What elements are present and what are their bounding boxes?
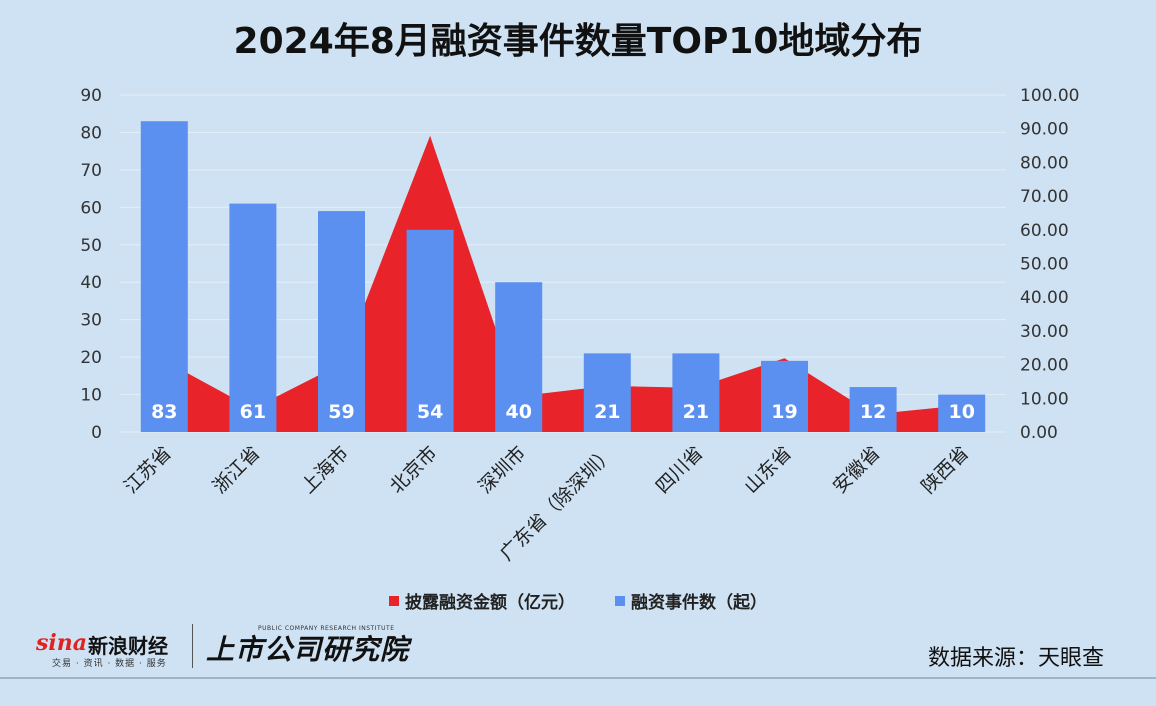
bar-浙江省[interactable] — [229, 203, 277, 432]
legend-label-amount: 披露融资金额（亿元） — [405, 593, 575, 613]
left-tick-label: 70 — [80, 161, 102, 181]
left-tick-label: 90 — [80, 86, 102, 106]
bar-四川省[interactable] — [672, 353, 720, 432]
legend-swatch-count — [615, 595, 625, 606]
bar-data-label: 54 — [417, 401, 443, 423]
legend: 披露融资金额（亿元） 融资事件数（起） — [0, 588, 1156, 613]
chart-title: 2024年8月融资事件数量TOP10地域分布 — [233, 21, 923, 62]
right-tick-label: 100.00 — [1020, 86, 1079, 106]
left-tick-label: 40 — [80, 273, 102, 293]
bar-layer — [140, 121, 986, 432]
bar-data-label: 19 — [771, 401, 797, 423]
bar-安徽省[interactable] — [849, 387, 897, 432]
left-tick-label: 10 — [80, 386, 102, 406]
x-tick-label: 北京市 — [386, 442, 442, 498]
x-tick-label: 安徽省 — [829, 442, 885, 498]
footer-divider — [0, 677, 1156, 679]
right-tick-label: 60.00 — [1020, 221, 1069, 241]
right-tick-label: 30.00 — [1020, 322, 1069, 342]
bar-江苏省[interactable] — [140, 121, 188, 432]
left-tick-label: 0 — [91, 423, 102, 443]
right-tick-label: 90.00 — [1020, 120, 1069, 140]
bar-data-label: 21 — [594, 401, 620, 423]
right-tick-label: 20.00 — [1020, 356, 1069, 376]
left-tick-label: 50 — [80, 236, 102, 256]
bar-广东省（除深圳）[interactable] — [583, 353, 631, 432]
left-tick-label: 20 — [80, 348, 102, 368]
x-tick-label: 山东省 — [740, 442, 796, 498]
x-tick-label: 四川省 — [652, 442, 708, 498]
x-tick-label: 上海市 — [297, 442, 353, 498]
right-tick-label: 80.00 — [1020, 153, 1069, 173]
bar-data-label: 59 — [328, 401, 354, 423]
bar-上海市[interactable] — [318, 211, 365, 432]
right-tick-label: 50.00 — [1020, 255, 1069, 275]
sina-logo-word: sina — [36, 630, 87, 656]
sina-finance-name: 新浪财经 — [88, 634, 168, 658]
left-tick-label: 30 — [80, 311, 102, 331]
area-series-amount — [164, 135, 962, 433]
logo-divider — [192, 624, 193, 668]
data-source: 数据来源：天眼查 — [927, 646, 1104, 671]
x-tick-label: 浙江省 — [209, 442, 265, 498]
bar-data-label: 83 — [151, 401, 177, 423]
bar-data-label: 40 — [505, 401, 531, 423]
x-tick-label: 江苏省 — [120, 442, 176, 498]
legend-item-count[interactable]: 融资事件数（起） — [615, 588, 767, 613]
legend-item-amount[interactable]: 披露融资金额（亿元） — [389, 588, 575, 613]
bar-北京市[interactable] — [406, 229, 454, 432]
x-tick-label: 陕西省 — [917, 442, 973, 498]
right-tick-label: 10.00 — [1020, 389, 1069, 409]
left-axis: 0 10 20 30 40 50 60 70 80 90 — [80, 86, 102, 443]
bar-深圳市[interactable] — [495, 282, 543, 432]
right-tick-label: 40.00 — [1020, 288, 1069, 308]
right-tick-label: 0.00 — [1020, 423, 1058, 443]
sina-finance-tagline: 交易 · 资讯 · 数据 · 服务 — [52, 659, 167, 669]
left-tick-label: 60 — [80, 198, 102, 218]
bar-山东省[interactable] — [761, 360, 808, 432]
institute-english-name: PUBLIC COMPANY RESEARCH INSTITUTE — [258, 625, 395, 632]
x-tick-label: 深圳市 — [474, 442, 530, 498]
area-layer — [164, 135, 962, 433]
institute-logo: 上市公司研究院 — [206, 633, 410, 666]
bar-data-label: 10 — [948, 401, 974, 423]
bar-data-label: 21 — [683, 401, 709, 423]
bar-data-label: 61 — [240, 401, 266, 423]
right-tick-label: 70.00 — [1020, 187, 1069, 207]
right-axis: 0.00 10.00 20.00 30.00 40.00 50.00 60.00 70.00 8… — [1020, 86, 1079, 443]
left-tick-label: 80 — [80, 123, 102, 143]
bar-data-label: 12 — [860, 401, 886, 423]
data-label-layer: 83 61 59 54 40 21 21 19 12 10 — [151, 401, 975, 423]
bar-陕西省[interactable] — [938, 394, 986, 432]
legend-swatch-amount — [389, 595, 399, 606]
legend-label-count: 融资事件数（起） — [631, 593, 767, 613]
